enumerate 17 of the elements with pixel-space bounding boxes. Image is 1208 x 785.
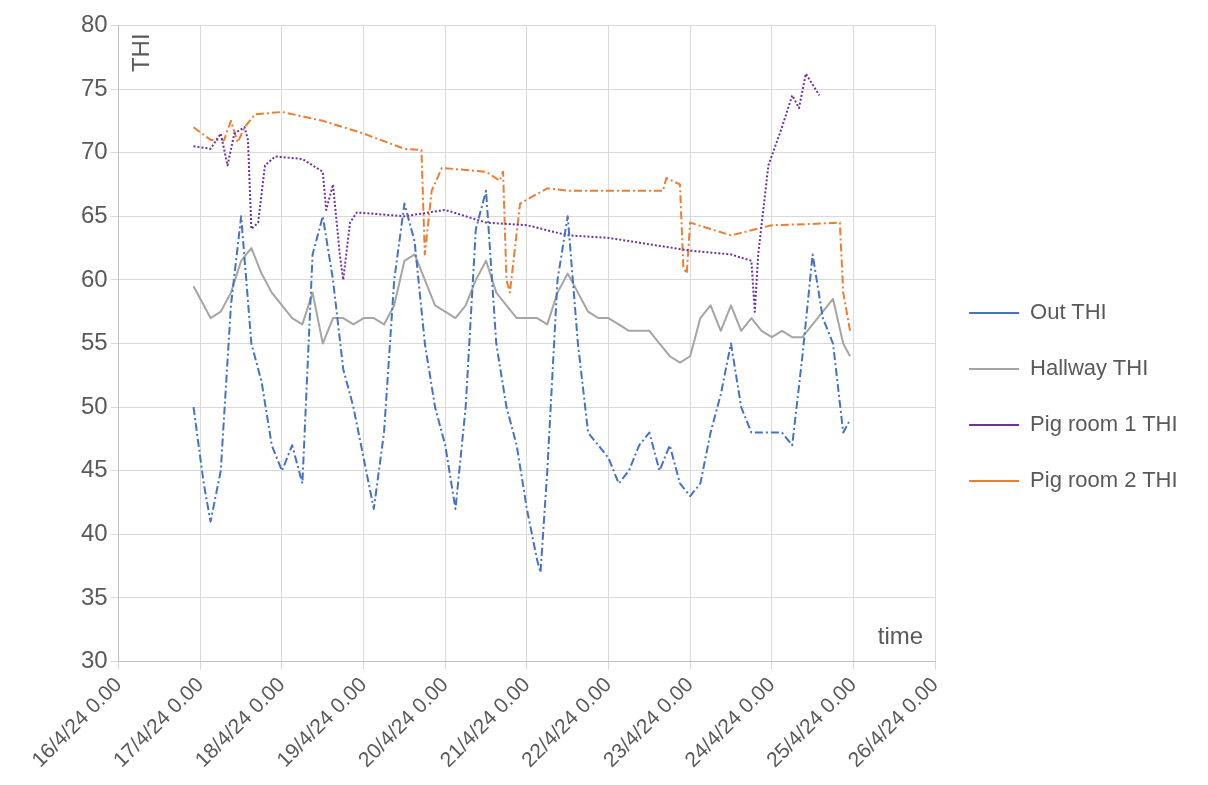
y-tick-label: 50 <box>80 391 108 419</box>
y-tick-label: 55 <box>80 328 108 356</box>
y-axis-title: THI <box>127 33 155 73</box>
y-tick-label: 65 <box>80 200 108 228</box>
y-tick-label: 45 <box>80 455 108 483</box>
x-axis-title: time <box>877 622 924 650</box>
y-tick-label: 80 <box>80 10 108 38</box>
legend-label: Hallway THI <box>1030 355 1149 381</box>
y-tick-label: 70 <box>80 137 108 165</box>
y-tick-label: 40 <box>80 518 108 546</box>
y-tick-label: 60 <box>80 264 108 292</box>
legend-label: Out THI <box>1030 299 1107 325</box>
legend-label: Pig room 1 THI <box>1030 411 1178 437</box>
y-tick-label: 35 <box>80 582 108 610</box>
legend-label: Pig room 2 THI <box>1030 467 1178 493</box>
y-tick-label: 30 <box>80 646 108 674</box>
y-tick-label: 75 <box>80 73 108 101</box>
